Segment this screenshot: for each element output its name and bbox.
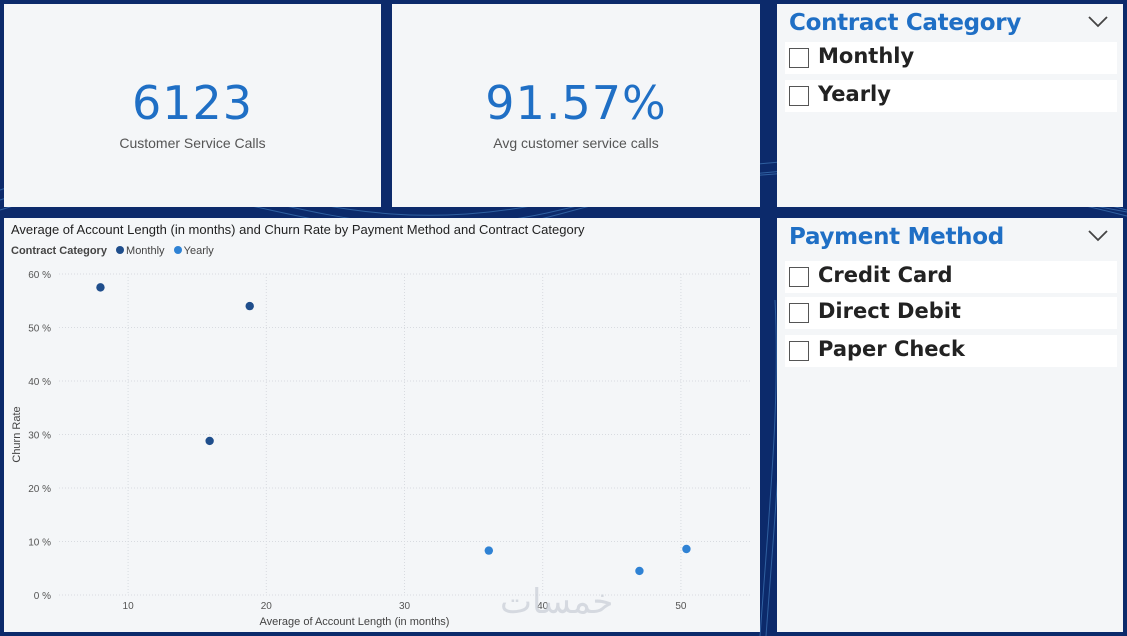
y-tick-label: 0 % xyxy=(34,591,51,602)
checkbox[interactable] xyxy=(789,267,809,287)
slicer-option-label: Direct Debit xyxy=(818,299,961,323)
slicer-option-label: Yearly xyxy=(818,82,891,106)
checkbox[interactable] xyxy=(789,86,809,106)
legend-dot-yearly xyxy=(173,246,182,254)
chevron-down-icon[interactable] xyxy=(1087,228,1109,244)
data-point-yearly xyxy=(682,544,691,554)
watermark-text: خمسات xyxy=(500,582,614,622)
scatter-plot: 0 % 10 % 20 % 30 % 40 % 50 % 60 % 10 20 30 40 50 Ave… xyxy=(11,270,750,628)
data-point-yearly xyxy=(484,546,494,555)
y-tick-label: 20 % xyxy=(28,484,51,495)
legend-title: Contract Category xyxy=(11,245,107,257)
x-axis-label: Average of Account Length (in months) xyxy=(260,616,450,628)
checkbox[interactable] xyxy=(789,341,809,361)
y-tick-label: 60 % xyxy=(28,270,51,281)
kpi-card-avg-calls[interactable]: 91.57% Avg customer service calls xyxy=(392,4,760,207)
data-point-monthly xyxy=(245,301,254,311)
slicer-title: Payment Method xyxy=(789,224,1004,250)
checkbox[interactable] xyxy=(789,48,809,68)
data-point-monthly xyxy=(96,283,105,292)
chart-legend: Contract Category Monthly Yearly xyxy=(11,245,214,257)
slicer-option-label: Paper Check xyxy=(818,337,965,361)
kpi-card-calls[interactable]: 6123 Customer Service Calls xyxy=(4,4,381,207)
legend-dot-monthly xyxy=(116,246,125,254)
x-tick-label: 50 xyxy=(675,601,687,612)
slicer-option-yearly[interactable]: Yearly xyxy=(785,80,1117,112)
contract-category-slicer[interactable]: Contract Category Monthly Yearly xyxy=(777,4,1123,207)
data-point-yearly xyxy=(635,566,644,576)
scatter-chart-card[interactable]: Average of Account Length (in months) an… xyxy=(4,218,760,632)
checkbox[interactable] xyxy=(789,303,809,323)
y-tick-label: 40 % xyxy=(28,377,51,388)
payment-method-slicer[interactable]: Payment Method Credit Card Direct Debit … xyxy=(777,218,1123,632)
chart-title: Average of Account Length (in months) an… xyxy=(11,222,585,237)
slicer-title: Contract Category xyxy=(789,10,1022,36)
slicer-option-label: Credit Card xyxy=(818,263,953,287)
x-tick-label: 10 xyxy=(123,601,135,612)
x-tick-label: 40 xyxy=(537,601,549,612)
legend-label-yearly[interactable]: Yearly xyxy=(183,245,214,257)
x-tick-label: 20 xyxy=(261,601,273,612)
kpi-label-avg-calls: Avg customer service calls xyxy=(493,135,659,151)
slicer-option-credit-card[interactable]: Credit Card xyxy=(785,261,1117,293)
kpi-value-avg-calls: 91.57% xyxy=(485,76,667,130)
legend-label-monthly[interactable]: Monthly xyxy=(126,245,165,257)
slicer-option-paper-check[interactable]: Paper Check xyxy=(785,335,1117,367)
slicer-option-direct-debit[interactable]: Direct Debit xyxy=(785,297,1117,329)
slicer-option-monthly[interactable]: Monthly xyxy=(785,42,1117,74)
y-tick-label: 30 % xyxy=(28,431,51,442)
kpi-label-calls: Customer Service Calls xyxy=(119,135,266,151)
data-point-monthly xyxy=(205,436,214,446)
y-tick-label: 50 % xyxy=(28,324,51,335)
chevron-down-icon[interactable] xyxy=(1087,14,1109,30)
kpi-value-calls: 6123 xyxy=(131,76,254,130)
slicer-option-label: Monthly xyxy=(818,44,915,68)
x-tick-label: 30 xyxy=(399,601,411,612)
y-axis-label: Churn Rate xyxy=(11,406,23,462)
y-tick-label: 10 % xyxy=(28,538,51,549)
